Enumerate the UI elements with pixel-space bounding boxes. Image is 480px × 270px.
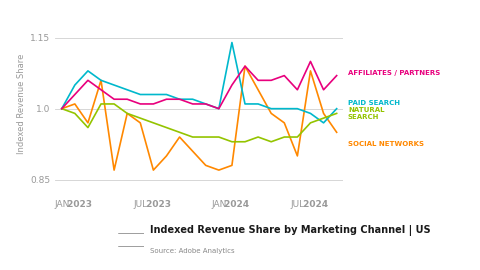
Text: SOCIAL NETWORKS: SOCIAL NETWORKS	[348, 141, 424, 147]
Text: ADOBE: ADOBE	[124, 224, 138, 228]
Text: 2024: 2024	[221, 200, 250, 209]
Text: DIGITAL: DIGITAL	[123, 238, 139, 242]
Text: NATURAL
SEARCH: NATURAL SEARCH	[348, 107, 384, 120]
Text: 2023: 2023	[64, 200, 93, 209]
Text: PAID SEARCH: PAID SEARCH	[348, 100, 400, 106]
Text: 2024: 2024	[300, 200, 328, 209]
Text: AFFILIATES / PARTNERS: AFFILIATES / PARTNERS	[348, 70, 440, 76]
Text: Indexed Revenue Share by Marketing Channel | US: Indexed Revenue Share by Marketing Chann…	[150, 225, 431, 236]
Text: JUL: JUL	[133, 200, 147, 209]
Text: JAN: JAN	[54, 200, 70, 209]
Text: INSIGHTS: INSIGHTS	[121, 252, 140, 256]
Text: 2023: 2023	[143, 200, 171, 209]
Text: JUL: JUL	[290, 200, 304, 209]
Text: Source: Adobe Analytics: Source: Adobe Analytics	[150, 248, 234, 254]
Text: JAN: JAN	[211, 200, 227, 209]
Y-axis label: Indexed Revenue Share: Indexed Revenue Share	[17, 54, 26, 154]
